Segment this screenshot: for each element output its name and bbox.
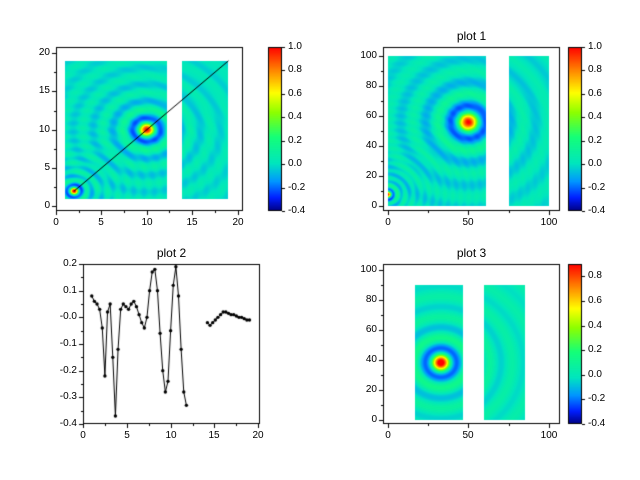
colorbar-tick-label: -0.2 bbox=[288, 182, 306, 193]
colorbar-tick-label: 0.2 bbox=[588, 135, 602, 146]
y-tick-label: 10 bbox=[38, 124, 50, 135]
x-tick-label: 50 bbox=[462, 430, 474, 441]
x-tick-label: 0 bbox=[80, 430, 86, 441]
y-tick-label: -0.0 bbox=[59, 311, 77, 322]
y-tick-label: -0.2 bbox=[59, 365, 77, 376]
y-tick-label: 20 bbox=[365, 384, 377, 395]
colorbar-tick-label: 1.0 bbox=[288, 41, 302, 52]
colorbar-tick-label: 0.8 bbox=[588, 270, 602, 281]
y-tick-label: 40 bbox=[365, 140, 377, 151]
colorbar-tick-label: 1.0 bbox=[588, 41, 602, 52]
y-tick-label: 20 bbox=[365, 170, 377, 181]
y-tick-label: 0.2 bbox=[63, 258, 77, 269]
x-tick-label: 10 bbox=[165, 430, 177, 441]
x-tick-label: 20 bbox=[252, 430, 264, 441]
x-tick-label: 50 bbox=[462, 217, 474, 228]
colorbar-tick-label: 0.8 bbox=[288, 64, 302, 75]
colorbar-tick-label: 0.0 bbox=[588, 158, 602, 169]
colorbar-tick-label: 0.6 bbox=[588, 295, 602, 306]
y-tick-label: 100 bbox=[360, 264, 377, 275]
colorbar-tick-label: 0.0 bbox=[588, 369, 602, 380]
y-tick-label: 60 bbox=[365, 324, 377, 335]
y-tick-label: 5 bbox=[44, 162, 50, 173]
colorbar-tick-label: -0.4 bbox=[588, 205, 606, 216]
x-tick-label: 100 bbox=[540, 217, 558, 228]
y-tick-label: -0.4 bbox=[59, 418, 77, 429]
colorbar-tick-label: -0.2 bbox=[588, 393, 606, 404]
colorbar-tick-label: -0.2 bbox=[588, 182, 606, 193]
colorbar-tick-label: 0.4 bbox=[588, 320, 602, 331]
colorbar-tick-label: 0.2 bbox=[288, 135, 302, 146]
y-tick-label: 100 bbox=[360, 50, 377, 61]
plot1-title: plot 1 bbox=[456, 29, 487, 43]
y-tick-label: 80 bbox=[365, 80, 377, 91]
colorbar-tick-label: 0.0 bbox=[288, 158, 302, 169]
x-tick-label: 15 bbox=[208, 430, 220, 441]
plot2-title: plot 2 bbox=[156, 246, 187, 260]
x-tick-label: 0 bbox=[53, 217, 59, 228]
y-tick-label: 60 bbox=[365, 110, 377, 121]
colorbar-tick-label: 0.4 bbox=[288, 111, 302, 122]
y-tick-label: 20 bbox=[38, 47, 50, 58]
y-tick-label: 40 bbox=[365, 354, 377, 365]
y-tick-label: -0.1 bbox=[59, 338, 77, 349]
colorbar-tick-label: 0.8 bbox=[588, 64, 602, 75]
y-tick-label: 15 bbox=[38, 85, 50, 96]
colorbar-tick-label: -0.4 bbox=[288, 205, 306, 216]
x-tick-label: 10 bbox=[141, 217, 153, 228]
y-tick-label: -0.3 bbox=[59, 391, 77, 402]
x-tick-label: 0 bbox=[385, 217, 391, 228]
x-tick-label: 100 bbox=[540, 430, 558, 441]
x-tick-label: 0 bbox=[385, 430, 391, 441]
colorbar-tick-label: 0.2 bbox=[588, 344, 602, 355]
x-tick-label: 5 bbox=[124, 430, 130, 441]
colorbar-tick-label: 0.6 bbox=[288, 88, 302, 99]
x-tick-label: 15 bbox=[186, 217, 198, 228]
colorbar-tick-label: -0.4 bbox=[588, 418, 606, 429]
y-tick-label: 0 bbox=[371, 414, 377, 425]
y-tick-label: 0.1 bbox=[63, 285, 77, 296]
x-tick-label: 20 bbox=[232, 217, 244, 228]
y-tick-label: 0 bbox=[44, 200, 50, 211]
y-tick-label: 0 bbox=[371, 200, 377, 211]
colorbar-tick-label: 0.4 bbox=[588, 111, 602, 122]
plot3-title: plot 3 bbox=[456, 246, 487, 260]
x-tick-label: 5 bbox=[98, 217, 104, 228]
y-tick-label: 80 bbox=[365, 294, 377, 305]
colorbar-tick-label: 0.6 bbox=[588, 88, 602, 99]
